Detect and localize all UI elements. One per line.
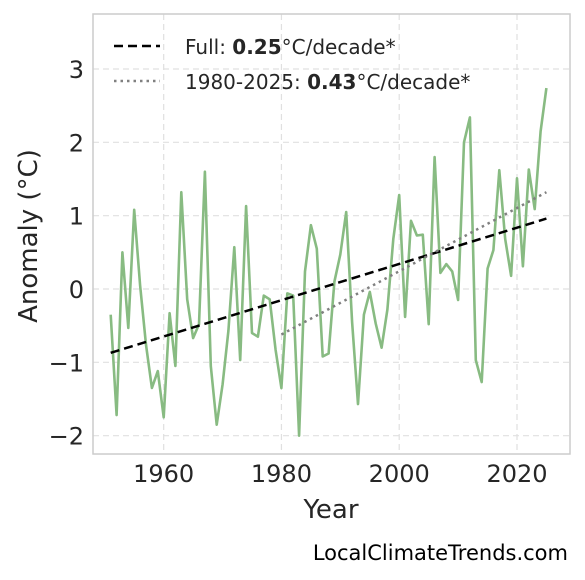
legend-full-suffix: °C/decade* [282,35,396,59]
watermark: LocalClimateTrends.com [313,541,568,565]
legend-recent-value: 0.43 [307,70,356,94]
grid [93,14,570,454]
y-axis-title: Anomaly (°C) [14,149,44,323]
x-axis-title: Year [302,495,358,525]
y-tick-label: 3 [69,56,84,84]
y-tick-label: 1 [69,203,84,231]
series-line-trend-recent [280,191,547,336]
x-tick-label: 2000 [369,460,430,488]
x-tick-label: 2020 [486,460,547,488]
x-tick-label: 1960 [133,460,194,488]
legend-full-label: Full: 0.25°C/decade* [185,35,396,59]
series-line-trend-full [110,217,547,354]
y-tick-label: −1 [49,349,84,377]
tick-labels: 1960 1980 2000 2020 −2 −1 0 1 2 3 [49,56,548,488]
series-line-observed [109,87,548,438]
legend-recent-prefix: 1980-2025: [185,70,307,94]
y-tick-label: 2 [69,129,84,157]
legend: Full: 0.25°C/decade* 1980-2025: 0.43°C/d… [114,35,470,94]
legend-recent-suffix: °C/decade* [356,70,470,94]
legend-full-prefix: Full: [185,35,232,59]
y-tick-label: 0 [69,276,84,304]
plot-frame [92,13,571,455]
y-tick-label: −2 [49,423,84,451]
legend-full-value: 0.25 [232,35,281,59]
x-tick-label: 1980 [251,460,312,488]
legend-recent-label: 1980-2025: 0.43°C/decade* [185,70,470,94]
plot-area [93,14,570,454]
data-series [109,87,548,438]
